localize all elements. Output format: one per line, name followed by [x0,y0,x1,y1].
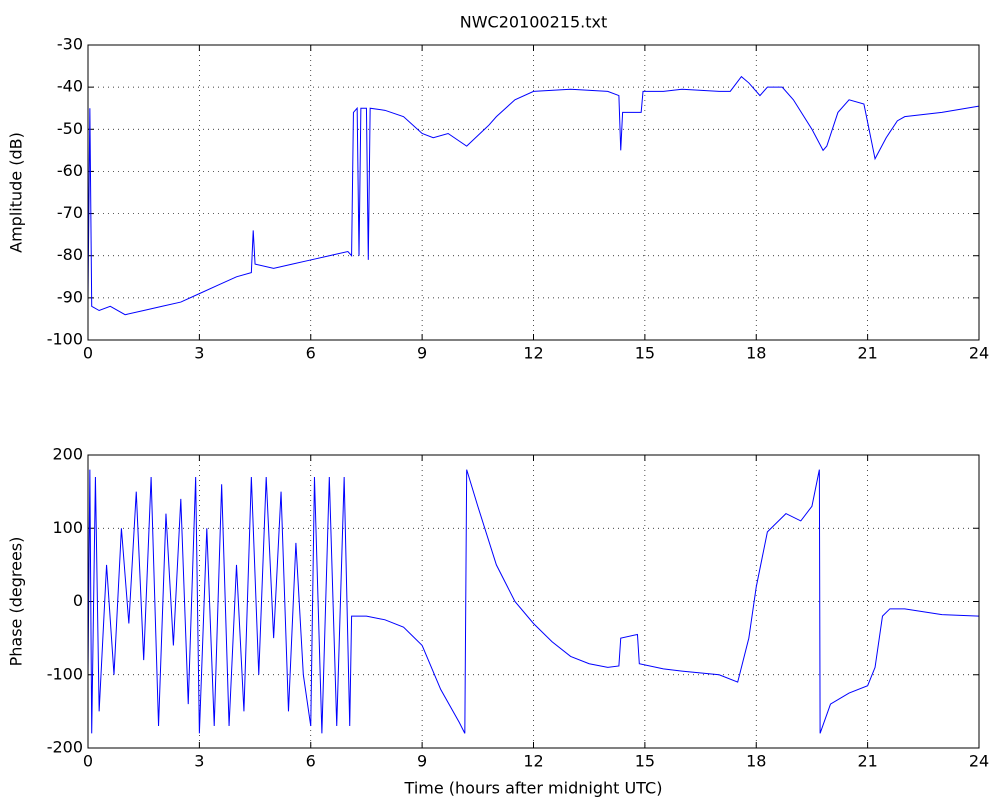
y-tick-label: 100 [52,518,83,537]
x-tick-label: 21 [857,344,877,363]
x-tick-label: 6 [306,752,316,771]
x-axis-label: Time (hours after midnight UTC) [404,779,663,798]
x-tick-label: 3 [194,344,204,363]
y-tick-label: -90 [57,287,83,306]
x-tick-label: 21 [857,752,877,771]
y-tick-label: 0 [73,591,83,610]
y-tick-label: -80 [57,245,83,264]
x-tick-label: 9 [417,344,427,363]
x-tick-label: 24 [969,752,989,771]
data-line [87,469,980,734]
chart-title: NWC20100215.txt [460,13,608,32]
x-tick-label: 6 [306,344,316,363]
y-tick-label: -50 [57,119,83,138]
data-line [87,75,980,316]
y-tick-label: 200 [52,445,83,464]
x-tick-label: 3 [194,752,204,771]
axes-frame [87,454,980,749]
axes-frame [87,44,980,341]
y-tick-label: -100 [47,330,83,349]
y-tick-label: -70 [57,203,83,222]
y-axis-label: Phase (degrees) [7,537,26,667]
x-tick-label: 0 [83,752,93,771]
x-tick-label: 12 [523,344,543,363]
y-tick-label: -40 [57,77,83,96]
x-tick-label: 15 [635,344,655,363]
x-tick-label: 18 [746,344,766,363]
y-tick-label: -100 [47,664,83,683]
x-tick-label: 9 [417,752,427,771]
y-tick-label: -60 [57,161,83,180]
x-tick-label: 12 [523,752,543,771]
y-tick-label: -200 [47,738,83,757]
x-tick-label: 18 [746,752,766,771]
x-tick-label: 0 [83,344,93,363]
x-tick-label: 15 [635,752,655,771]
y-axis-label: Amplitude (dB) [7,132,26,253]
x-tick-label: 24 [969,344,989,363]
y-tick-label: -30 [57,35,83,54]
